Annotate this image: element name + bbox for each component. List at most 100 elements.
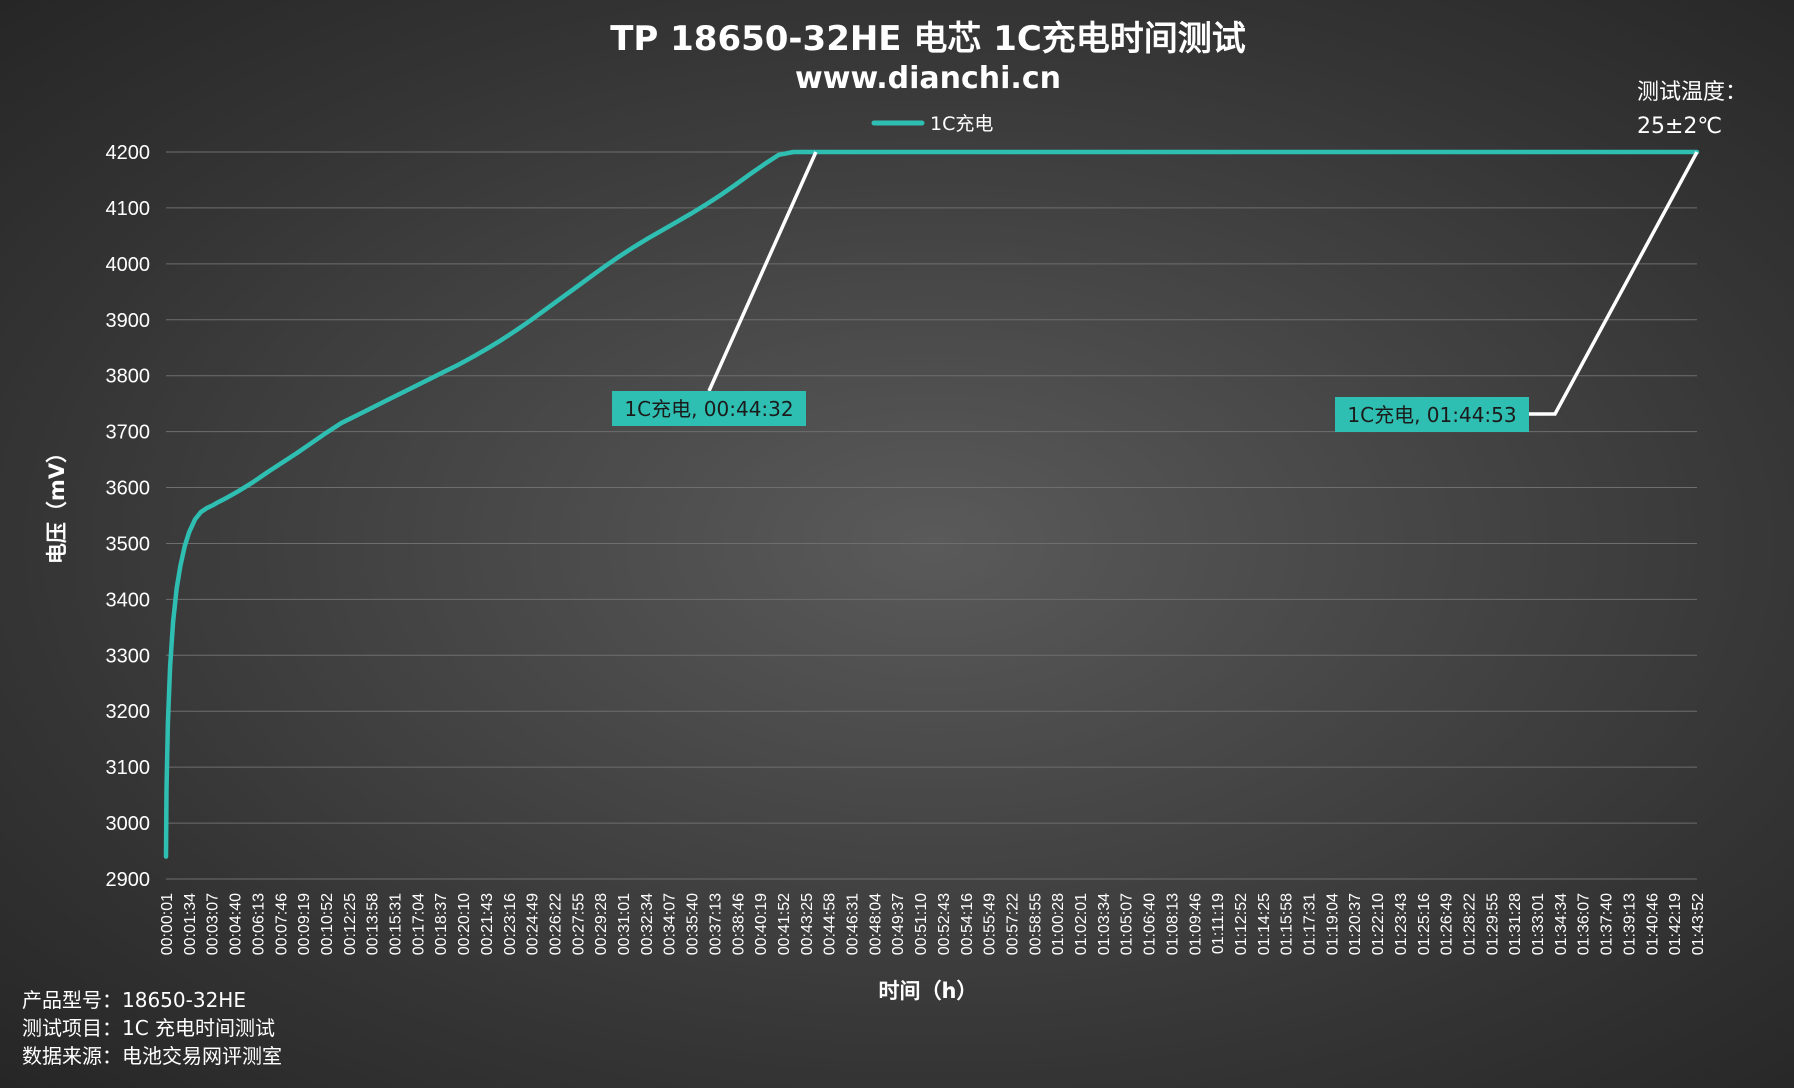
x-tick-label: 00:57:22	[1004, 893, 1021, 955]
x-tick-label: 00:48:04	[867, 893, 884, 955]
x-tick-label: 00:24:49	[525, 893, 542, 955]
y-tick-label: 3800	[106, 366, 151, 388]
grid	[166, 151, 1697, 880]
x-tick-label: 01:39:13	[1621, 893, 1638, 955]
x-tick-label: 01:29:55	[1484, 893, 1501, 955]
x-tick-label: 00:49:37	[890, 893, 907, 955]
x-tick-label: 01:36:07	[1576, 893, 1593, 955]
annotation-label-2: 1C充电, 01:44:53	[1347, 403, 1516, 427]
temperature-value: 25±2℃	[1637, 114, 1722, 139]
x-tick-label: 00:55:49	[982, 893, 999, 955]
x-tick-label: 00:38:46	[730, 893, 747, 955]
x-tick-label: 01:02:01	[1073, 893, 1090, 955]
chart-title: TP 18650-32HE 电芯 1C充电时间测试	[610, 19, 1246, 59]
y-tick-label: 4000	[106, 254, 151, 276]
y-tick-label: 4200	[106, 142, 151, 164]
x-tick-label: 00:40:19	[753, 893, 770, 955]
x-tick-label: 00:52:43	[936, 893, 953, 955]
x-tick-label: 01:05:07	[1119, 893, 1136, 955]
x-tick-label: 00:26:22	[547, 893, 564, 955]
x-tick-label: 00:35:40	[685, 893, 702, 955]
x-tick-label: 00:09:19	[296, 893, 313, 955]
x-tick-label: 00:58:55	[1027, 893, 1044, 955]
x-tick-label: 01:19:04	[1324, 893, 1341, 955]
x-tick-label: 01:20:37	[1347, 893, 1364, 955]
x-tick-label: 00:21:43	[479, 893, 496, 955]
x-tick-label: 00:04:40	[228, 893, 245, 955]
x-tick-label: 00:01:34	[182, 893, 199, 955]
x-tick-label: 00:37:13	[707, 893, 724, 955]
y-tick-label: 3400	[106, 589, 151, 611]
x-tick-label: 01:43:52	[1690, 893, 1707, 955]
y-tick-label: 3200	[106, 701, 151, 723]
x-tick-label: 01:33:01	[1530, 893, 1547, 955]
x-tick-label: 00:34:07	[662, 893, 679, 955]
y-axis-label: 电压（mV）	[45, 442, 69, 564]
x-tick-label: 00:20:10	[456, 893, 473, 955]
x-tick-label: 00:13:58	[365, 893, 382, 955]
x-tick-label: 00:27:55	[570, 893, 587, 955]
x-tick-label: 01:15:58	[1279, 893, 1296, 955]
x-tick-label: 01:09:46	[1187, 893, 1204, 955]
x-tick-label: 00:18:37	[433, 893, 450, 955]
x-tick-label: 01:14:25	[1256, 893, 1273, 955]
x-tick-label: 00:07:46	[273, 893, 290, 955]
x-tick-label: 00:43:25	[799, 893, 816, 955]
x-tick-label: 01:31:28	[1507, 893, 1524, 955]
y-tick-label: 3300	[106, 645, 151, 667]
x-tick-label: 00:29:28	[593, 893, 610, 955]
annotation-leader-1	[707, 151, 818, 392]
x-tick-label: 01:28:22	[1461, 893, 1478, 955]
footer-test-item: 测试项目：1C 充电时间测试	[22, 1016, 275, 1040]
y-tick-label: 3100	[106, 757, 151, 779]
y-tick-label: 3000	[106, 813, 151, 835]
x-tick-label: 00:31:01	[616, 893, 633, 955]
x-tick-label: 00:51:10	[913, 893, 930, 955]
x-tick-label: 00:12:25	[342, 893, 359, 955]
x-tick-label: 01:23:43	[1393, 893, 1410, 955]
x-tick-label: 01:42:19	[1667, 893, 1684, 955]
x-tick-label: 00:54:16	[959, 893, 976, 955]
y-tick-label: 3500	[106, 533, 151, 555]
temperature-label: 测试温度：	[1637, 80, 1747, 105]
x-tick-label: 01:22:10	[1370, 893, 1387, 955]
x-tick-label: 01:37:40	[1599, 893, 1616, 955]
annotation-1: 1C充电, 00:44:32	[612, 151, 818, 426]
y-tick-label: 3900	[106, 310, 151, 332]
x-tick-label: 00:15:31	[388, 893, 405, 955]
x-tick-label: 01:08:13	[1164, 893, 1181, 955]
y-axis-ticks: 2900 3000 3100 3200 3300 3400 3500 3600 3700 3800…	[106, 142, 151, 891]
x-tick-label: 01:00:28	[1050, 893, 1067, 955]
series-line-1c	[163, 149, 1700, 859]
x-tick-label: 00:23:16	[502, 893, 519, 955]
x-tick-label: 01:11:19	[1210, 893, 1227, 954]
legend: 1C充电	[871, 113, 993, 135]
x-tick-label: 00:41:52	[776, 893, 793, 955]
legend-entry-label: 1C充电	[930, 113, 993, 135]
y-tick-label: 3600	[106, 478, 151, 500]
x-tick-label: 01:34:34	[1553, 893, 1570, 955]
x-tick-label: 01:06:40	[1142, 893, 1159, 955]
chart-subtitle: www.dianchi.cn	[795, 61, 1061, 96]
x-tick-label: 00:32:34	[639, 893, 656, 955]
x-tick-label: 00:46:31	[845, 893, 862, 955]
x-tick-label: 00:00:01	[159, 893, 176, 955]
x-tick-label: 01:40:46	[1644, 893, 1661, 955]
footer-data-source: 数据来源：电池交易网评测室	[22, 1044, 282, 1068]
x-tick-label: 00:03:07	[205, 893, 222, 955]
x-tick-label: 00:10:52	[319, 893, 336, 955]
x-tick-label: 01:03:34	[1096, 893, 1113, 955]
x-tick-label: 01:25:16	[1416, 893, 1433, 955]
x-axis-ticks: 00:00:01 00:01:34 00:03:07 00:04:40 00:06:13…	[159, 893, 1707, 955]
y-tick-label: 3700	[106, 422, 151, 444]
x-tick-label: 00:06:13	[250, 893, 267, 955]
annotation-leader-2	[1529, 151, 1699, 416]
x-tick-label: 01:17:31	[1302, 893, 1319, 955]
annotation-label-1: 1C充电, 00:44:32	[624, 397, 793, 421]
y-tick-label: 2900	[106, 869, 151, 891]
y-tick-label: 4100	[106, 198, 151, 220]
x-tick-label: 00:44:58	[822, 893, 839, 955]
x-axis-label: 时间（h）	[879, 979, 978, 1003]
